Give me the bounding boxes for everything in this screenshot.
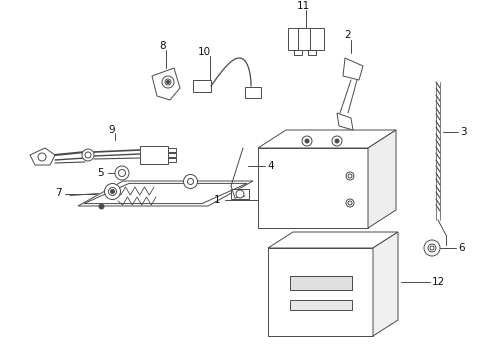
Circle shape xyxy=(423,240,439,256)
Polygon shape xyxy=(336,113,352,130)
Bar xyxy=(307,50,315,55)
Polygon shape xyxy=(84,183,246,204)
Bar xyxy=(258,148,367,228)
Circle shape xyxy=(183,175,197,189)
Circle shape xyxy=(346,172,353,180)
Polygon shape xyxy=(30,148,55,165)
Text: 3: 3 xyxy=(459,127,466,137)
Circle shape xyxy=(427,244,435,252)
Bar xyxy=(168,153,176,157)
Circle shape xyxy=(302,136,311,146)
Circle shape xyxy=(236,190,244,198)
Circle shape xyxy=(115,166,129,180)
Bar xyxy=(168,148,176,152)
Circle shape xyxy=(331,136,341,146)
Circle shape xyxy=(346,199,353,207)
Circle shape xyxy=(166,81,169,84)
Circle shape xyxy=(99,204,104,209)
Polygon shape xyxy=(267,232,397,248)
Bar xyxy=(193,80,210,92)
Polygon shape xyxy=(258,130,395,148)
Circle shape xyxy=(334,139,338,143)
Text: 4: 4 xyxy=(266,161,273,171)
Text: 7: 7 xyxy=(55,189,62,198)
Circle shape xyxy=(110,189,114,194)
Circle shape xyxy=(85,152,91,158)
Text: 11: 11 xyxy=(296,1,309,11)
Circle shape xyxy=(347,174,351,178)
Text: 2: 2 xyxy=(344,30,350,40)
Circle shape xyxy=(305,139,308,143)
Text: 10: 10 xyxy=(197,47,210,57)
Bar xyxy=(140,146,168,164)
Text: 5: 5 xyxy=(97,168,104,178)
Bar xyxy=(289,276,351,290)
Circle shape xyxy=(162,76,174,88)
Bar xyxy=(267,248,372,336)
Circle shape xyxy=(429,246,433,250)
Bar xyxy=(287,28,324,50)
Text: 12: 12 xyxy=(431,277,445,287)
Text: 1: 1 xyxy=(213,195,220,205)
Circle shape xyxy=(187,179,193,184)
Text: 6: 6 xyxy=(457,243,464,253)
Text: 8: 8 xyxy=(160,41,166,51)
Text: 9: 9 xyxy=(108,125,115,135)
Circle shape xyxy=(104,184,120,199)
Circle shape xyxy=(164,79,171,85)
Polygon shape xyxy=(342,58,362,80)
Circle shape xyxy=(347,201,351,205)
Bar xyxy=(230,189,248,199)
Polygon shape xyxy=(78,181,252,206)
Bar xyxy=(293,50,302,55)
Bar xyxy=(168,158,176,162)
Bar xyxy=(244,87,261,98)
Circle shape xyxy=(108,188,116,195)
Bar xyxy=(289,300,351,310)
Circle shape xyxy=(38,153,46,161)
Circle shape xyxy=(82,149,94,161)
Polygon shape xyxy=(367,130,395,228)
Polygon shape xyxy=(372,232,397,336)
Circle shape xyxy=(118,170,125,176)
Polygon shape xyxy=(152,68,180,100)
